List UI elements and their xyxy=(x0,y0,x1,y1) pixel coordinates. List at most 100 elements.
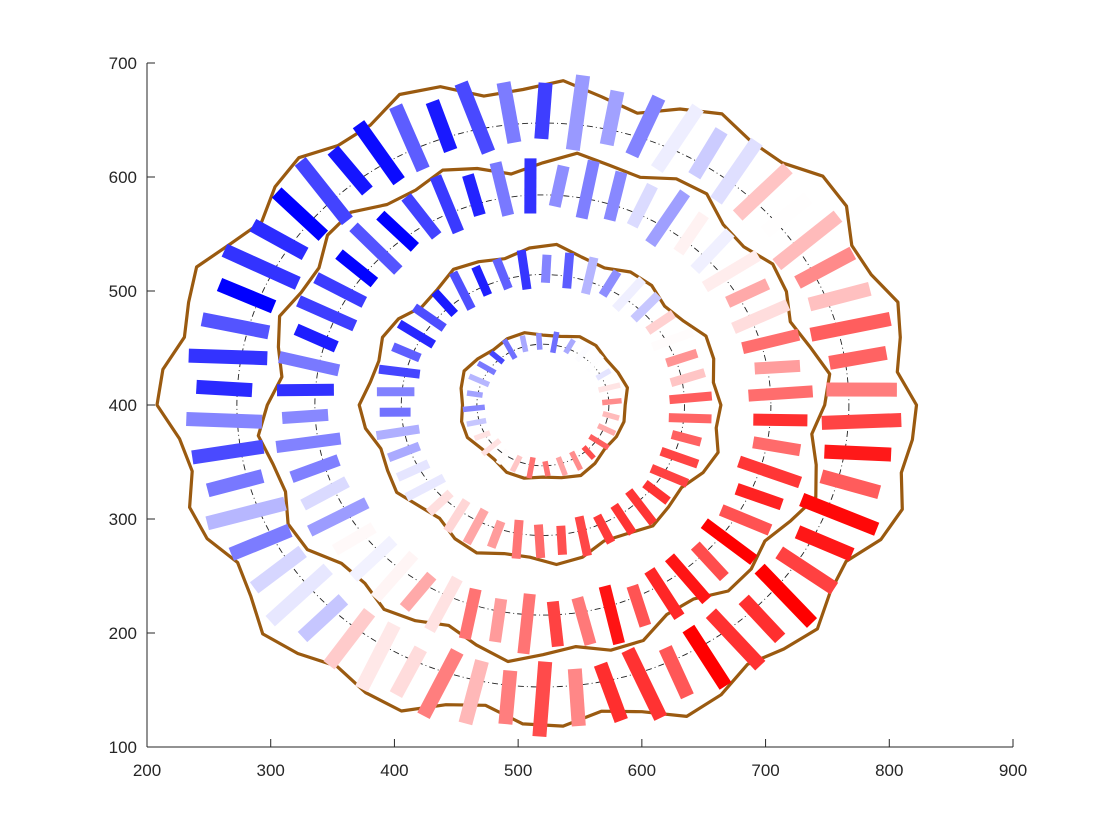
orientation-bar xyxy=(650,327,695,352)
orientation-bar xyxy=(732,163,793,221)
orientation-bar xyxy=(275,432,342,453)
orientation-bar xyxy=(734,483,784,511)
orientation-bar xyxy=(396,319,437,349)
orientation-bar xyxy=(399,571,437,612)
x-tick-label: 800 xyxy=(875,761,903,780)
orientation-bar xyxy=(454,80,496,155)
y-tick-label: 400 xyxy=(109,396,137,415)
orientation-bar xyxy=(297,594,349,643)
orientation-bar xyxy=(612,276,646,312)
orientation-bar xyxy=(710,137,763,205)
orientation-bar xyxy=(186,412,263,429)
orientation-bar xyxy=(668,413,712,424)
orientation-bar xyxy=(489,350,505,365)
y-tick-label: 200 xyxy=(109,624,137,643)
orientation-bar xyxy=(581,256,599,295)
orientation-bar xyxy=(574,515,592,557)
orientation-bar xyxy=(355,621,401,693)
orientation-bar xyxy=(352,120,405,186)
ring-guide-circle xyxy=(476,343,610,467)
orientation-bar xyxy=(458,659,489,726)
orientation-bar xyxy=(669,368,706,388)
orientation-bar xyxy=(610,502,637,536)
orientation-bar xyxy=(534,82,553,140)
orientation-bar xyxy=(265,563,333,627)
orientation-bar xyxy=(824,444,892,462)
orientation-bar xyxy=(249,545,307,594)
orientation-bar xyxy=(738,594,786,644)
orientation-bar xyxy=(645,189,691,248)
orientation-bar xyxy=(471,264,493,297)
orientation-bar xyxy=(526,456,536,479)
orientation-bar xyxy=(533,524,546,559)
y-tick-label: 600 xyxy=(109,168,137,187)
orientation-bar xyxy=(535,332,543,350)
orientation-bar xyxy=(462,507,489,546)
x-tick-label: 600 xyxy=(628,761,656,780)
orientation-bar xyxy=(516,249,532,291)
orientation-bar xyxy=(281,408,329,424)
plot-area xyxy=(155,74,919,738)
orientation-bar xyxy=(794,525,855,562)
orientation-bar xyxy=(598,269,622,298)
orientation-bar xyxy=(375,424,420,441)
orientation-bar xyxy=(387,441,421,463)
orientation-bar xyxy=(625,488,657,526)
orientation-bar xyxy=(574,344,592,363)
orientation-bar xyxy=(700,518,758,565)
orientation-bar xyxy=(313,272,368,308)
orientation-bar xyxy=(307,497,370,537)
orientation-bar xyxy=(821,413,902,430)
orientation-bar xyxy=(565,74,591,151)
orientation-bar xyxy=(741,328,801,355)
orientation-bar xyxy=(331,522,377,556)
orientation-bar xyxy=(562,252,575,289)
orientation-bar xyxy=(404,473,446,502)
orientation-bar xyxy=(597,382,621,393)
orientation-bar xyxy=(496,81,522,144)
orientation-bar xyxy=(276,383,334,397)
orientation-bar xyxy=(598,584,625,646)
orientation-bar xyxy=(644,567,685,621)
orientation-bar xyxy=(828,346,888,370)
orientation-bar xyxy=(659,446,700,469)
orientation-bar xyxy=(401,193,442,240)
orientation-bar xyxy=(349,222,403,275)
orientation-bar xyxy=(195,379,253,398)
x-tick-label: 200 xyxy=(133,761,161,780)
orientation-bar xyxy=(376,210,419,252)
orientation-bar xyxy=(293,323,339,353)
orientation-bar xyxy=(349,535,398,582)
orientation-bar xyxy=(480,438,502,457)
orientation-bar xyxy=(752,436,802,457)
orientation-bar xyxy=(630,291,662,323)
orientation-bar xyxy=(673,211,709,256)
x-tick-label: 900 xyxy=(999,761,1027,780)
orientation-bar xyxy=(489,161,515,217)
orientation-bar xyxy=(509,454,523,473)
orientation-bar xyxy=(466,417,487,427)
orientation-bar xyxy=(575,159,600,220)
ring-outline xyxy=(256,151,832,664)
orientation-bar xyxy=(642,480,671,505)
orientation-bar xyxy=(688,127,728,180)
orientation-bar xyxy=(585,353,604,372)
orientation-bar xyxy=(690,541,729,582)
ring-guide-circle xyxy=(314,194,772,616)
orientation-bar xyxy=(601,397,622,406)
orientation-bar xyxy=(669,391,713,405)
orientation-bar xyxy=(519,335,529,353)
orientation-bar xyxy=(550,331,560,354)
orientation-bar xyxy=(486,519,506,549)
orientation-bar xyxy=(370,550,419,603)
orientation-bar xyxy=(555,456,568,477)
orientation-bar xyxy=(596,423,617,436)
orientation-bar xyxy=(443,498,471,534)
orientation-bar xyxy=(665,348,699,368)
orientation-bar xyxy=(429,174,464,235)
orientation-bar xyxy=(753,413,808,427)
axes: 200 300 400 500 600 700 800 900 100 200 300 400 500… xyxy=(109,54,1028,780)
orientation-bar xyxy=(650,103,704,173)
orientation-bar xyxy=(772,210,843,271)
orientation-bar xyxy=(395,459,431,482)
